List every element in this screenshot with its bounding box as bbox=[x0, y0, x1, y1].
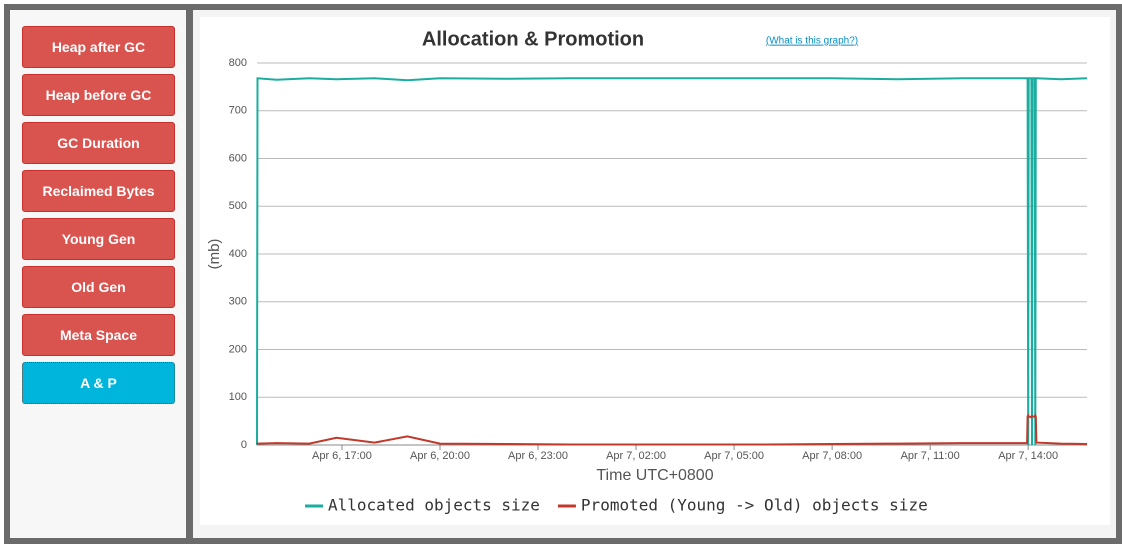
nav-button[interactable]: Old Gen bbox=[22, 266, 175, 308]
help-link[interactable]: (What is this graph?) bbox=[766, 36, 858, 47]
chart-panel: Allocation & Promotion (What is this gra… bbox=[193, 10, 1116, 538]
dashboard: Heap after GC Heap before GC GC Duration Re… bbox=[4, 4, 1122, 544]
nav-button[interactable]: Young Gen bbox=[22, 218, 175, 260]
nav-button[interactable]: GC Duration bbox=[22, 122, 175, 164]
x-tick-label: Apr 7, 11:00 bbox=[901, 450, 960, 462]
x-tick-label: Apr 6, 17:00 bbox=[312, 450, 372, 462]
x-axis-label: Time UTC+0800 bbox=[596, 467, 713, 484]
nav-button[interactable]: A & P bbox=[22, 362, 175, 404]
x-tick-label: Apr 7, 02:00 bbox=[606, 450, 666, 462]
y-tick-label: 400 bbox=[229, 248, 247, 260]
chart: Allocation & Promotion (What is this gra… bbox=[200, 17, 1110, 525]
y-tick-label: 100 bbox=[229, 391, 247, 403]
y-tick-label: 200 bbox=[229, 343, 247, 355]
y-tick-label: 700 bbox=[229, 105, 247, 117]
y-axis-label: (mb) bbox=[206, 239, 223, 270]
legend-label: Allocated objects size bbox=[328, 496, 540, 515]
y-tick-label: 800 bbox=[229, 57, 247, 69]
x-tick-label: Apr 7, 05:00 bbox=[704, 450, 764, 462]
sidebar: Heap after GC Heap before GC GC Duration Re… bbox=[10, 10, 186, 538]
data-line bbox=[256, 413, 1088, 446]
x-tick-label: Apr 7, 14:00 bbox=[998, 450, 1058, 462]
chart-title: Allocation & Promotion bbox=[422, 28, 644, 50]
x-tick-label: Apr 7, 08:00 bbox=[802, 450, 862, 462]
x-tick-label: Apr 6, 23:00 bbox=[508, 450, 568, 462]
nav-button[interactable]: Heap before GC bbox=[22, 74, 175, 116]
nav-button[interactable]: Reclaimed Bytes bbox=[22, 170, 175, 212]
y-tick-label: 600 bbox=[229, 152, 247, 164]
nav-button[interactable]: Heap after GC bbox=[22, 26, 175, 68]
y-tick-label: 300 bbox=[229, 296, 247, 308]
x-tick-label: Apr 6, 20:00 bbox=[410, 450, 470, 462]
y-tick-label: 0 bbox=[241, 439, 247, 451]
legend-label: Promoted (Young -> Old) objects size bbox=[581, 496, 928, 515]
data-line bbox=[256, 77, 1088, 446]
nav-button[interactable]: Meta Space bbox=[22, 314, 175, 356]
y-tick-label: 500 bbox=[229, 200, 247, 212]
